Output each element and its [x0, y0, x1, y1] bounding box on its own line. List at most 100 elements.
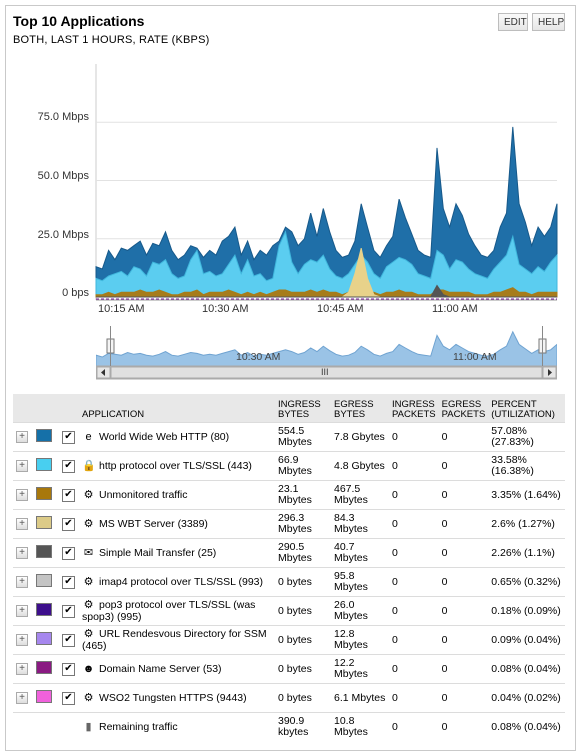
application-name[interactable]: Unmonitored traffic	[99, 488, 188, 501]
series-checkbox[interactable]: ✔	[62, 575, 75, 589]
header-expand	[13, 394, 33, 423]
series-checkbox[interactable]: ✔	[62, 633, 75, 647]
series-area[interactable]	[96, 284, 557, 298]
color-cell	[33, 567, 59, 597]
header-egress-packets[interactable]: EGRESS PACKETS	[438, 394, 489, 423]
application-name[interactable]: Domain Name Server (53)	[99, 662, 222, 675]
edit-button[interactable]: EDIT	[498, 13, 528, 31]
table-header-row: APPLICATION INGRESS BYTES EGRESS BYTES I…	[13, 394, 565, 423]
table-row: + ✔ 🔒 http protocol over TLS/SSL (443) 66.9 …	[13, 451, 565, 481]
application-cell: ⚙ URL Rendesvous Directory for SSM (465)	[79, 625, 275, 655]
check-cell: ✔	[59, 480, 79, 510]
expand-icon[interactable]: +	[16, 576, 28, 588]
color-cell	[33, 683, 59, 713]
table-row: + ✔ ☻ Domain Name Server (53) 0 bytes 12.2 Mb…	[13, 654, 565, 684]
expand-icon[interactable]: +	[16, 692, 28, 704]
application-name[interactable]: imap4 protocol over TLS/SSL (993)	[99, 575, 264, 588]
color-swatch[interactable]	[36, 545, 52, 558]
expand-icon[interactable]: +	[16, 489, 28, 501]
navigator-tick-label: 11:00 AM	[453, 351, 497, 363]
color-swatch[interactable]	[36, 661, 52, 674]
expand-icon[interactable]: +	[16, 460, 28, 472]
application-name[interactable]: pop3 protocol over TLS/SSL (was spop3) (…	[82, 598, 256, 623]
envelope-icon: ✉	[83, 546, 94, 559]
application-cell: e World Wide Web HTTP (80)	[79, 422, 275, 452]
ingress-packets-cell: 0	[389, 654, 439, 684]
time-navigator[interactable]	[96, 326, 557, 380]
percent-cell: 2.26% (1.1%)	[488, 538, 565, 568]
check-cell: ✔	[59, 683, 79, 713]
scrollbar-thumb[interactable]	[110, 366, 543, 379]
series-area[interactable]	[95, 230, 558, 298]
application-name[interactable]: WSO2 Tungsten HTTPS (9443)	[99, 691, 247, 704]
gears-icon: ⚙	[83, 627, 94, 640]
application-name[interactable]: http protocol over TLS/SSL (443)	[99, 459, 252, 472]
color-swatch[interactable]	[36, 516, 52, 529]
y-tick-label: 50.0 Mbps	[37, 170, 89, 182]
color-swatch[interactable]	[36, 632, 52, 645]
expand-icon[interactable]: +	[16, 431, 28, 443]
egress-bytes-cell: 7.8 Gbytes	[331, 422, 389, 452]
expand-icon[interactable]: +	[16, 518, 28, 530]
color-swatch[interactable]	[36, 690, 52, 703]
expand-icon[interactable]: +	[16, 547, 28, 559]
ingress-bytes-cell: 0 bytes	[275, 625, 331, 655]
color-swatch[interactable]	[36, 487, 52, 500]
ingress-packets-cell: 0	[389, 712, 439, 741]
egress-packets-cell: 0	[438, 422, 489, 452]
color-cell	[33, 509, 59, 539]
series-checkbox[interactable]: ✔	[62, 691, 75, 705]
application-name[interactable]: Simple Mail Transfer (25)	[99, 546, 217, 559]
header-egress-bytes[interactable]: EGRESS BYTES	[331, 394, 389, 423]
navigator-tick-label: 10:30 AM	[236, 351, 281, 363]
gears-icon: ⚙	[83, 691, 94, 704]
expand-cell: +	[13, 480, 33, 510]
egress-bytes-cell: 95.8 Mbytes	[331, 567, 389, 597]
percent-cell: 57.08% (27.83%)	[488, 422, 565, 452]
check-cell: ✔	[59, 422, 79, 452]
egress-packets-cell: 0	[438, 654, 489, 684]
expand-cell: +	[13, 654, 33, 684]
color-swatch[interactable]	[36, 429, 52, 442]
x-tick-label: 10:45 AM	[317, 303, 364, 315]
header-application[interactable]: APPLICATION	[79, 394, 275, 423]
color-cell	[33, 654, 59, 684]
header-ingress-packets[interactable]: INGRESS PACKETS	[389, 394, 439, 423]
series-checkbox[interactable]: ✔	[62, 488, 75, 502]
ingress-packets-cell: 0	[389, 625, 439, 655]
application-cell: ⚙ imap4 protocol over TLS/SSL (993)	[79, 567, 275, 597]
color-swatch[interactable]	[36, 603, 52, 616]
color-cell	[33, 480, 59, 510]
header-percent[interactable]: PERCENT (UTILIZATION)	[488, 394, 565, 423]
application-name[interactable]: World Wide Web HTTP (80)	[99, 430, 230, 443]
color-swatch[interactable]	[36, 458, 52, 471]
application-name[interactable]: MS WBT Server (3389)	[99, 517, 208, 530]
check-cell: ✔	[59, 451, 79, 481]
series-checkbox[interactable]: ✔	[62, 430, 75, 444]
check-cell: ✔	[59, 509, 79, 539]
ingress-bytes-cell: 0 bytes	[275, 596, 331, 626]
series-checkbox[interactable]: ✔	[62, 662, 75, 676]
series-checkbox[interactable]: ✔	[62, 459, 75, 473]
percent-cell: 0.04% (0.02%)	[488, 683, 565, 713]
ingress-bytes-cell: 296.3 Mbytes	[275, 509, 331, 539]
gears-icon: ⚙	[83, 575, 94, 588]
check-cell: ✔	[59, 596, 79, 626]
gears-icon: ⚙	[83, 488, 94, 501]
series-checkbox[interactable]: ✔	[62, 546, 75, 560]
series-checkbox[interactable]: ✔	[62, 604, 75, 618]
application-name[interactable]: URL Rendesvous Directory for SSM (465)	[82, 627, 267, 652]
series-checkbox[interactable]: ✔	[62, 517, 75, 531]
expand-cell: +	[13, 451, 33, 481]
help-button[interactable]: HELP	[532, 13, 565, 31]
expand-icon[interactable]: +	[16, 634, 28, 646]
scrollbar-grip[interactable]: III	[321, 367, 329, 377]
color-swatch[interactable]	[36, 574, 52, 587]
expand-icon[interactable]: +	[16, 605, 28, 617]
header-ingress-bytes[interactable]: INGRESS BYTES	[275, 394, 331, 423]
expand-cell: +	[13, 567, 33, 597]
check-cell: ✔	[59, 625, 79, 655]
expand-icon[interactable]: +	[16, 663, 28, 675]
traffic-area-chart[interactable]	[0, 0, 584, 320]
percent-cell: 0.08% (0.04%)	[488, 654, 565, 684]
